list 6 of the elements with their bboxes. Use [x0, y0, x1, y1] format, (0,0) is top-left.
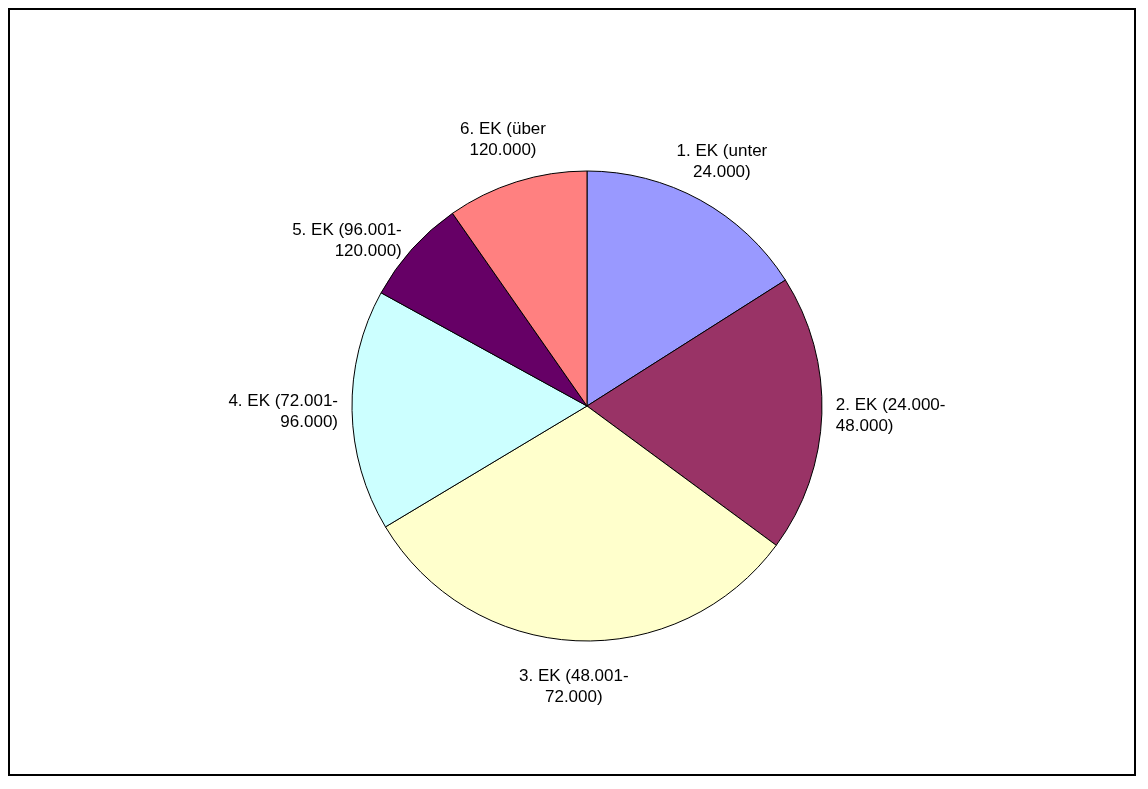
- slice-label: 2. EK (24.000-48.000): [835, 394, 946, 435]
- slice-label: 1. EK (unter 24.000): [676, 140, 768, 181]
- slice-label: 4. EK (72.001-96.000): [228, 390, 339, 431]
- slice-label: 6. EK (über 120.000): [459, 118, 547, 159]
- slice-label: 5. EK (96.001-120.000): [292, 219, 402, 260]
- slice-label: 3. EK (48.001-72.000): [519, 665, 629, 706]
